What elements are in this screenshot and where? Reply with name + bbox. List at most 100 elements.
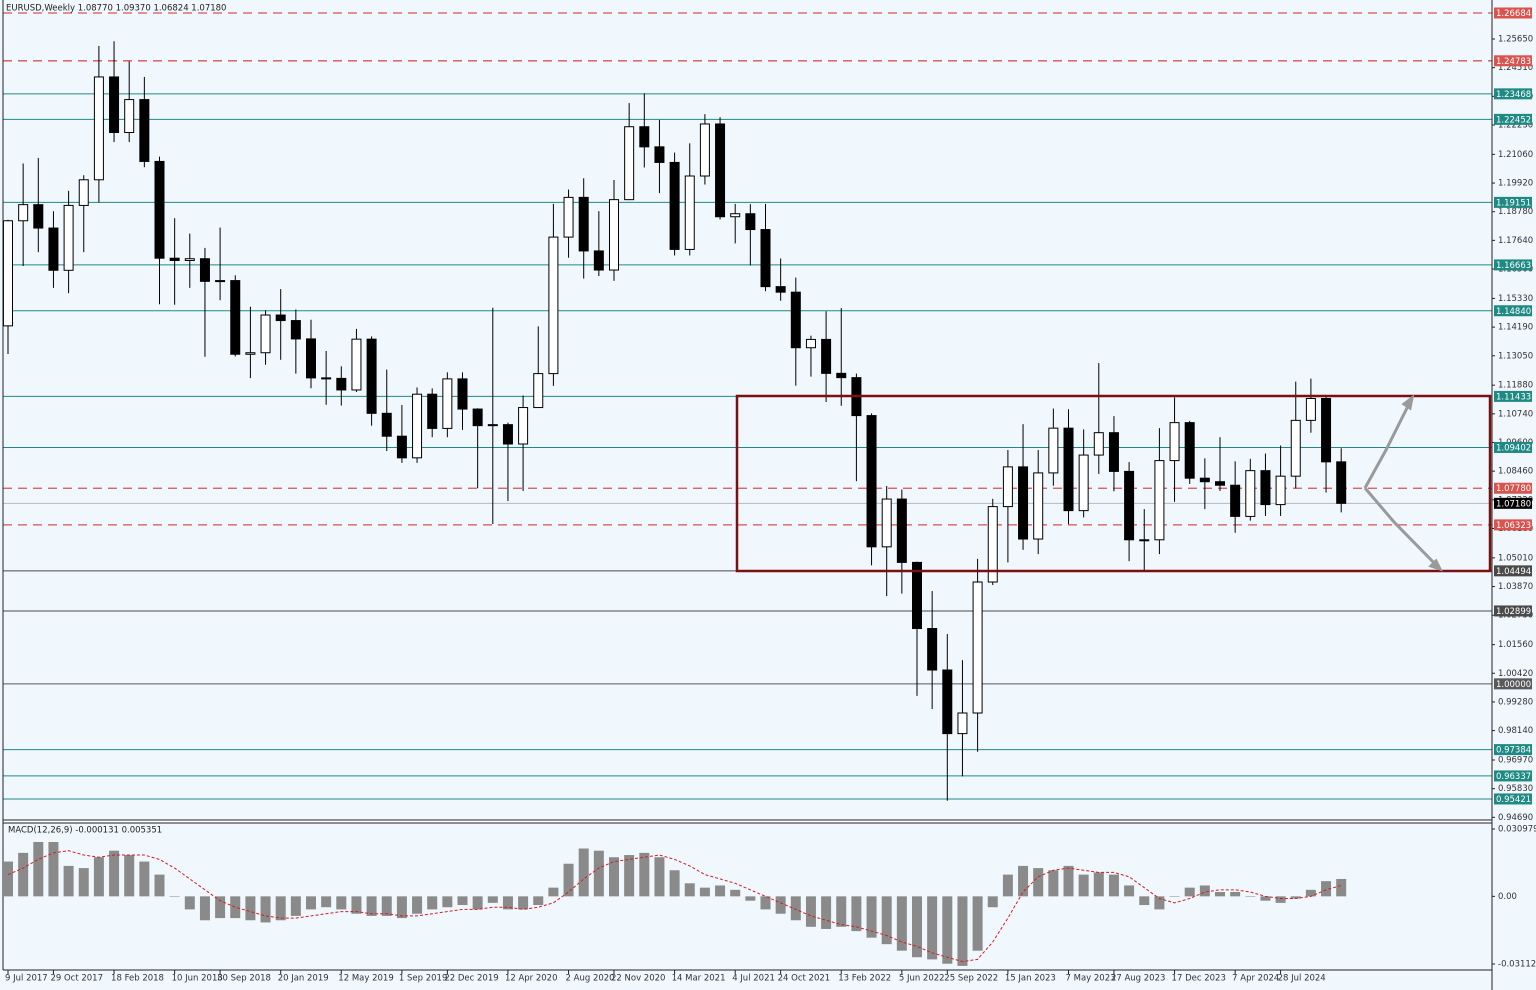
macd-bar [427, 896, 438, 910]
macd-bar [290, 896, 301, 916]
level-label-box [1494, 441, 1532, 453]
macd-bar [1245, 896, 1256, 897]
macd-bar [63, 865, 74, 897]
level-label: 1.19151 [1496, 198, 1531, 208]
candle-body [745, 213, 756, 231]
candle-body [972, 581, 983, 714]
level-label-box [1494, 196, 1532, 208]
candle-body [866, 415, 877, 548]
x-tick-label: 20 Jan 2019 [278, 974, 329, 984]
y-tick-label: 1.24510 [1498, 63, 1533, 73]
candle-body [578, 196, 589, 252]
level-label: 1.22452 [1496, 115, 1531, 125]
candle-body [942, 669, 953, 735]
candle-body [836, 372, 847, 379]
candle-body [563, 196, 574, 238]
y-tick-label: 1.08460 [1498, 467, 1533, 477]
y-tick-label: 0.00 [1498, 892, 1517, 902]
y-tick-label: 1.11880 [1498, 381, 1533, 391]
candle-body [896, 498, 907, 563]
macd-bar [1290, 896, 1301, 899]
candle-body [351, 338, 362, 391]
macd-bar [230, 896, 241, 919]
y-tick-label: 1.17640 [1498, 236, 1533, 246]
macd-bar [1305, 889, 1316, 897]
level-label: 1.06323 [1496, 521, 1531, 531]
macd-bar [33, 842, 44, 897]
macd-bar [715, 885, 726, 897]
macd-bar [321, 896, 332, 908]
macd-signal [7, 850, 1342, 963]
macd-bar [654, 857, 665, 897]
level-label-box [1494, 744, 1532, 756]
level-label-box [1494, 88, 1532, 100]
candle-body [1108, 432, 1119, 472]
candle-body [593, 250, 604, 271]
level-label-box [1494, 519, 1532, 531]
macd-bar [199, 896, 210, 921]
candle-body [457, 378, 468, 410]
panel-separator [2, 819, 1493, 824]
y-tick-label: 0.95830 [1498, 784, 1533, 794]
y-tick-label: -0.031121 [1498, 960, 1536, 970]
candle-body [169, 257, 180, 261]
macd-bar [730, 889, 741, 897]
macd-bar [533, 896, 544, 906]
arrow-head [1401, 394, 1415, 411]
level-label-box [1494, 482, 1532, 494]
candle-body [472, 408, 483, 427]
macd-bar [684, 883, 695, 897]
macd-bar [1108, 874, 1119, 897]
candle-body [199, 258, 210, 282]
macd-bar [1321, 881, 1332, 897]
macd-bar [790, 896, 801, 921]
macd-bar [275, 896, 286, 921]
candle-body [1215, 481, 1225, 486]
candle-body [184, 258, 195, 261]
candle-body [548, 236, 559, 375]
macd-bar [245, 896, 256, 921]
macd-bar [472, 896, 483, 910]
macd-bar [1184, 887, 1195, 897]
candle-body [139, 99, 150, 162]
macd-bar [578, 848, 589, 897]
macd-bar [593, 850, 604, 897]
candle-body [1245, 470, 1256, 517]
candle-body [442, 378, 453, 429]
macd-bar [306, 896, 316, 910]
macd-bar [1124, 885, 1135, 897]
macd-bar [1018, 865, 1029, 897]
y-tick-label: 1.15330 [1498, 294, 1533, 304]
x-tick-label: 12 Apr 2020 [505, 974, 558, 984]
level-label-box [1494, 497, 1532, 509]
x-tick-label: 4 Jul 2021 [732, 974, 775, 984]
level-label: 1.02899 [1496, 607, 1531, 617]
candle-body [1275, 475, 1286, 506]
macd-bar [1275, 896, 1286, 903]
candle-body [124, 99, 135, 134]
x-tick-label: 30 Sep 2018 [217, 974, 271, 984]
candle-body [502, 424, 513, 445]
x-tick-label: 18 Feb 2018 [111, 974, 164, 984]
macd-bar [215, 896, 226, 919]
y-tick-label: 1.00420 [1498, 669, 1533, 679]
y-tick-label: 1.21060 [1498, 150, 1533, 160]
x-tick-label: 29 Oct 2017 [50, 974, 103, 984]
candle-body [1290, 419, 1301, 477]
candle-body [533, 373, 544, 409]
candle-body [381, 412, 392, 437]
macd-bar [412, 896, 423, 914]
macd-bar [1048, 870, 1059, 897]
macd-bar [518, 896, 529, 910]
candle-body [1260, 470, 1271, 506]
level-label: 1.00000 [1496, 680, 1531, 690]
level-label-box [1494, 793, 1532, 805]
macd-bar [987, 896, 998, 908]
candle-body [1093, 432, 1104, 456]
level-label-box [1494, 770, 1532, 782]
macd-bar [957, 896, 968, 966]
level-label-box [1494, 390, 1532, 402]
level-label: 0.96337 [1496, 772, 1531, 782]
candle-body [336, 377, 347, 391]
